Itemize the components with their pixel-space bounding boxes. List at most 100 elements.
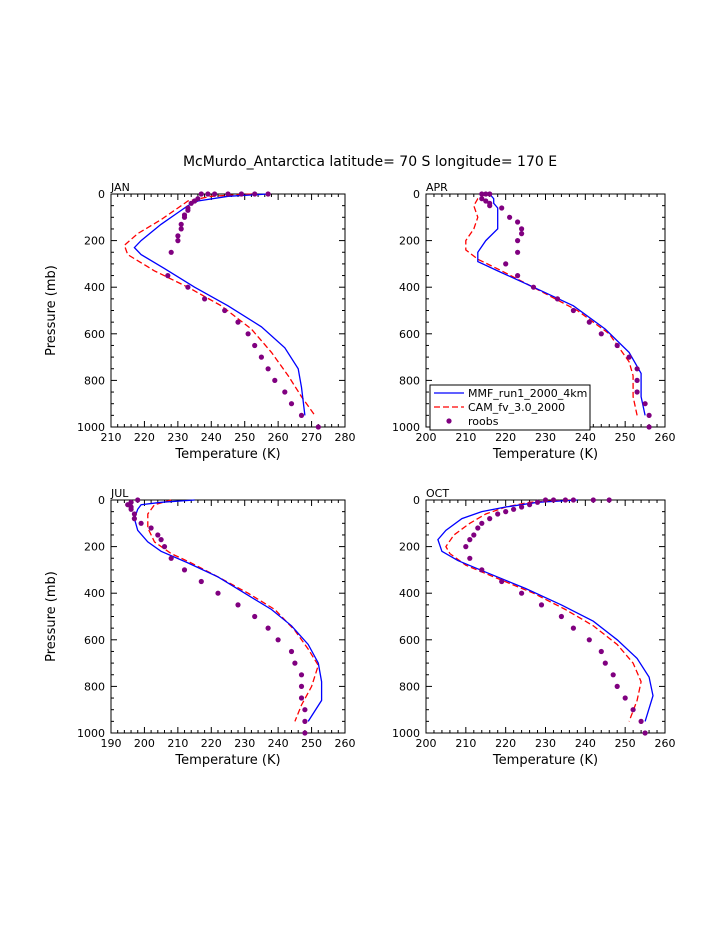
roobs-point xyxy=(225,191,231,197)
x-tick-label: 210 xyxy=(167,737,188,750)
roobs-point xyxy=(634,366,640,372)
x-tick-label: 260 xyxy=(335,737,356,750)
roobs-point xyxy=(622,695,628,701)
x-tick-label: 210 xyxy=(455,737,476,750)
series-cam-line xyxy=(123,193,316,416)
roobs-point xyxy=(487,516,493,522)
x-tick-label: 200 xyxy=(416,431,437,444)
roobs-point xyxy=(252,191,258,197)
y-tick-label: 600 xyxy=(399,328,420,341)
roobs-point xyxy=(275,637,281,643)
roobs-point xyxy=(638,718,644,725)
roobs-point xyxy=(614,683,620,690)
x-tick-label: 220 xyxy=(201,737,222,750)
y-tick-label: 800 xyxy=(84,374,105,387)
roobs-point xyxy=(302,730,308,736)
y-tick-label: 400 xyxy=(399,281,420,294)
roobs-point xyxy=(175,233,181,239)
roobs-point xyxy=(175,238,181,244)
roobs-point xyxy=(212,191,218,197)
roobs-point xyxy=(165,273,171,279)
roobs-point xyxy=(178,221,184,227)
y-tick-label: 0 xyxy=(413,494,420,507)
roobs-point xyxy=(499,578,505,585)
roobs-point xyxy=(570,497,577,503)
x-tick-label: 250 xyxy=(615,431,636,444)
legend-mmf-label: MMF_run1_2000_4km xyxy=(468,387,587,400)
x-tick-label: 280 xyxy=(335,431,356,444)
roobs-point xyxy=(527,502,533,508)
roobs-point xyxy=(245,331,251,337)
roobs-point xyxy=(298,672,305,678)
roobs-point xyxy=(148,525,154,531)
panel-label: OCT xyxy=(426,487,449,500)
roobs-point xyxy=(642,401,648,407)
roobs-point xyxy=(562,497,569,503)
roobs-point xyxy=(235,319,241,325)
y-tick-label: 1000 xyxy=(77,727,105,740)
roobs-point xyxy=(586,637,592,643)
roobs-point xyxy=(503,261,509,267)
roobs-point xyxy=(135,497,141,503)
y-tick-label: 1000 xyxy=(392,421,420,434)
x-tick-label: 190 xyxy=(101,737,122,750)
y-tick-label: 200 xyxy=(399,235,420,248)
x-axis-label: Temperature (K) xyxy=(174,753,280,768)
roobs-point xyxy=(610,672,616,678)
roobs-point xyxy=(292,660,298,666)
legend-cam-label: CAM_fv_3.0_2000 xyxy=(468,401,565,414)
x-tick-label: 220 xyxy=(495,431,516,444)
roobs-point xyxy=(590,497,596,503)
roobs-point xyxy=(510,506,517,512)
roobs-point xyxy=(138,520,144,526)
roobs-point xyxy=(272,377,278,383)
roobs-point xyxy=(503,509,509,515)
y-tick-label: 800 xyxy=(399,680,420,693)
roobs-point xyxy=(534,499,541,505)
roobs-point xyxy=(598,648,604,655)
x-tick-label: 250 xyxy=(234,431,255,444)
roobs-point xyxy=(315,424,321,430)
y-tick-label: 0 xyxy=(98,188,105,201)
roobs-point xyxy=(198,191,204,197)
x-tick-label: 220 xyxy=(134,431,155,444)
roobs-point xyxy=(499,205,505,211)
roobs-point xyxy=(467,537,473,543)
y-tick-label: 800 xyxy=(399,374,420,387)
x-tick-label: 250 xyxy=(301,737,322,750)
x-tick-label: 240 xyxy=(268,737,289,750)
roobs-point xyxy=(606,497,612,503)
roobs-point xyxy=(479,196,485,202)
y-tick-label: 200 xyxy=(399,541,420,554)
roobs-point xyxy=(519,504,525,510)
roobs-point xyxy=(131,511,137,517)
roobs-point xyxy=(198,578,204,585)
x-tick-label: 230 xyxy=(535,737,556,750)
roobs-point xyxy=(168,555,174,561)
roobs-point xyxy=(558,613,565,620)
x-tick-label: 230 xyxy=(167,431,188,444)
roobs-point xyxy=(222,307,228,314)
roobs-point xyxy=(265,625,271,631)
legend: MMF_run1_2000_4km CAM_fv_3.0_2000 roobs xyxy=(429,384,591,431)
roobs-point xyxy=(178,226,184,232)
roobs-point xyxy=(288,401,295,407)
roobs-point xyxy=(235,602,241,608)
roobs-point xyxy=(479,191,485,197)
roobs-point xyxy=(158,537,164,543)
x-tick-label: 200 xyxy=(416,737,437,750)
roobs-point xyxy=(614,342,620,349)
plot-frame xyxy=(425,499,666,734)
roobs-point xyxy=(188,200,194,206)
x-tick-label: 230 xyxy=(234,737,255,750)
y-tick-label: 600 xyxy=(84,328,105,341)
panel-label: APR xyxy=(426,181,448,194)
roobs-point xyxy=(538,602,545,608)
x-tick-label: 230 xyxy=(535,431,556,444)
roobs-point xyxy=(298,683,305,690)
y-tick-label: 200 xyxy=(84,235,105,248)
roobs-point xyxy=(252,342,258,349)
roobs-point xyxy=(168,249,174,255)
roobs-point xyxy=(542,497,549,503)
roobs-point xyxy=(298,695,305,701)
